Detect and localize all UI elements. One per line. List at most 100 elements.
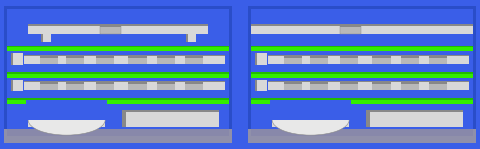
Bar: [310, 56, 328, 64]
Bar: [7, 129, 229, 136]
Bar: [268, 55, 469, 56]
Bar: [429, 82, 447, 90]
Bar: [185, 56, 203, 58]
Bar: [284, 56, 302, 64]
Bar: [11, 80, 13, 91]
Bar: [28, 24, 208, 26]
Bar: [372, 82, 391, 90]
Bar: [340, 56, 359, 58]
Bar: [255, 53, 257, 65]
Bar: [66, 82, 84, 84]
Bar: [284, 56, 302, 58]
Bar: [251, 46, 473, 47]
Bar: [251, 9, 473, 140]
Bar: [96, 82, 114, 84]
Bar: [366, 110, 463, 112]
Bar: [401, 56, 419, 58]
Bar: [4, 129, 232, 143]
Bar: [340, 82, 359, 84]
Bar: [310, 56, 328, 58]
Bar: [401, 82, 419, 84]
Bar: [429, 56, 447, 64]
Bar: [129, 82, 146, 90]
Bar: [310, 82, 328, 90]
Bar: [24, 55, 225, 64]
Bar: [11, 80, 23, 91]
Bar: [122, 110, 218, 127]
Bar: [185, 82, 203, 90]
Bar: [284, 82, 302, 90]
Bar: [28, 24, 208, 34]
Bar: [401, 82, 419, 90]
Bar: [129, 82, 146, 84]
Bar: [7, 72, 229, 74]
Bar: [255, 53, 267, 65]
Bar: [7, 98, 229, 100]
Bar: [41, 34, 43, 42]
Bar: [372, 82, 391, 84]
Ellipse shape: [28, 105, 105, 135]
Bar: [40, 82, 58, 90]
Bar: [66, 56, 84, 58]
Bar: [122, 110, 126, 127]
Bar: [186, 34, 189, 42]
Bar: [96, 82, 114, 90]
Bar: [248, 6, 476, 143]
Bar: [24, 81, 225, 90]
Bar: [96, 56, 114, 58]
Bar: [26, 100, 107, 120]
Bar: [66, 56, 84, 64]
Bar: [255, 80, 267, 91]
Bar: [28, 119, 105, 120]
Bar: [156, 56, 175, 64]
Bar: [340, 82, 359, 90]
Bar: [251, 46, 473, 51]
Bar: [340, 56, 359, 64]
Bar: [340, 25, 361, 27]
Bar: [40, 56, 58, 58]
Bar: [11, 53, 23, 65]
Bar: [100, 25, 121, 27]
Bar: [156, 82, 175, 90]
Bar: [429, 82, 447, 84]
Bar: [7, 46, 229, 51]
Bar: [7, 72, 229, 78]
Bar: [7, 98, 229, 104]
Bar: [40, 56, 58, 64]
Bar: [156, 56, 175, 58]
Bar: [7, 9, 229, 140]
Bar: [401, 56, 419, 64]
Bar: [372, 56, 391, 64]
Ellipse shape: [272, 105, 349, 135]
Bar: [372, 56, 391, 58]
Bar: [251, 24, 473, 26]
Bar: [251, 98, 473, 104]
Bar: [40, 82, 58, 84]
Bar: [366, 110, 370, 127]
Bar: [129, 56, 146, 64]
Bar: [340, 25, 361, 34]
Bar: [270, 100, 351, 120]
Bar: [122, 110, 218, 112]
Bar: [284, 82, 302, 84]
Bar: [272, 119, 349, 127]
Bar: [268, 81, 469, 90]
Bar: [251, 129, 473, 136]
Bar: [4, 6, 232, 143]
Bar: [251, 98, 473, 100]
Bar: [186, 34, 196, 42]
Bar: [7, 46, 229, 47]
Bar: [24, 55, 225, 56]
Bar: [96, 56, 114, 64]
Bar: [255, 80, 257, 91]
Bar: [268, 55, 469, 64]
Bar: [11, 53, 13, 65]
Bar: [272, 119, 349, 120]
Bar: [185, 82, 203, 84]
Bar: [41, 34, 50, 42]
Bar: [251, 24, 473, 34]
Bar: [366, 110, 463, 127]
Bar: [28, 119, 105, 127]
Bar: [156, 82, 175, 84]
Bar: [129, 56, 146, 58]
